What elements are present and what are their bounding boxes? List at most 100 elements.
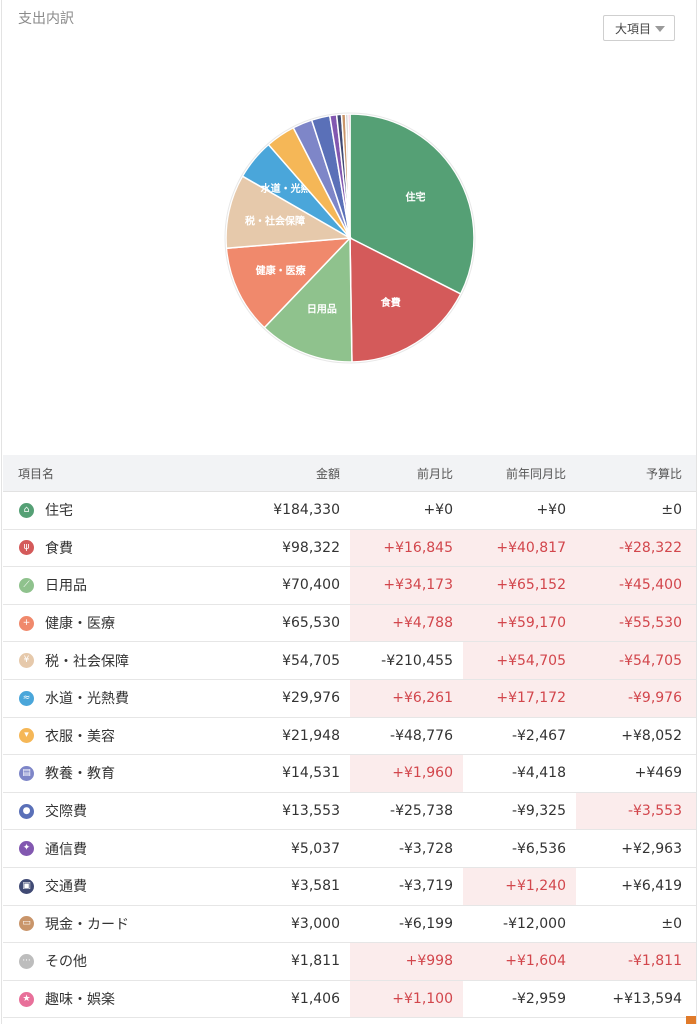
year-over-year-cell: +¥1,604	[463, 943, 576, 980]
amount-cell: ¥21,948	[282, 727, 340, 744]
table-row[interactable]: ▣ 交通費 ¥3,581 -¥3,719 +¥1,240 +¥6,419	[3, 867, 696, 906]
pie-slice-label: 税・社会保障	[245, 214, 305, 227]
table-row[interactable]: ★ 趣味・娯楽 ¥1,406 +¥1,100 -¥2,959 +¥13,594	[3, 980, 696, 1019]
pie-slice[interactable]	[349, 236, 462, 363]
header-amount[interactable]: 金額	[315, 466, 340, 481]
category-name: 日用品	[45, 578, 87, 595]
year-over-year-cell: +¥17,172	[463, 679, 576, 717]
header-budget[interactable]: 予算比	[645, 466, 682, 481]
pie-slice-label: 健康・医療	[256, 264, 306, 277]
budget-cell: +¥6,419	[621, 878, 682, 895]
dropdown-label: 大項目	[615, 21, 652, 36]
month-over-month-cell: -¥25,738	[390, 803, 453, 820]
year-over-year-cell: +¥59,170	[463, 604, 576, 642]
amount-cell: ¥3,581	[291, 878, 340, 895]
year-over-year-cell: +¥40,817	[463, 529, 576, 567]
people-icon: ●	[19, 803, 34, 819]
header-year-over-year[interactable]: 前年同月比	[505, 466, 566, 481]
amount-cell: ¥13,553	[282, 803, 340, 820]
water-tap-icon: ≈	[19, 690, 34, 706]
amount-cell: ¥5,037	[291, 840, 340, 857]
category-cell: ··· その他	[3, 943, 238, 980]
star-icon: ★	[19, 991, 34, 1007]
pie-slice[interactable]	[347, 113, 351, 239]
pie-slice-label: 日用品	[307, 304, 337, 316]
pie-slice[interactable]	[225, 175, 353, 250]
month-over-month-cell: +¥1,960	[350, 755, 463, 792]
amount-cell: ¥184,330	[273, 502, 340, 519]
category-level-dropdown[interactable]: 大項目	[603, 15, 675, 41]
book-icon: ▤	[19, 765, 34, 781]
header-month-over-month[interactable]: 前月比	[416, 466, 453, 481]
budget-cell: +¥8,052	[621, 727, 682, 744]
category-cell: ● 交際費	[3, 793, 238, 830]
month-over-month-cell: +¥16,845	[350, 529, 463, 567]
amount-cell: ¥65,530	[282, 615, 340, 632]
corner-marker	[686, 1016, 696, 1024]
budget-cell: -¥54,705	[576, 642, 696, 679]
year-over-year-cell: +¥54,705	[463, 642, 576, 679]
month-over-month-cell: +¥1,100	[350, 980, 463, 1018]
month-over-month-cell: -¥6,199	[398, 915, 453, 932]
amount-cell: ¥29,976	[282, 690, 340, 707]
table-row[interactable]: ● 交際費 ¥13,553 -¥25,738 -¥9,325 -¥3,553	[3, 792, 696, 831]
wallet-icon: ▭	[19, 916, 34, 932]
budget-cell: -¥55,530	[576, 604, 696, 642]
year-over-year-cell: -¥2,467	[511, 727, 566, 744]
pie-slice[interactable]	[349, 113, 475, 295]
category-cell: ¥ 税・社会保障	[3, 642, 238, 679]
category-name: 趣味・娯楽	[45, 992, 115, 1009]
budget-cell: ±0	[661, 502, 682, 519]
daily-goods-icon: ⟋	[19, 577, 34, 593]
category-cell: ⌂ 住宅	[3, 492, 238, 529]
table-row[interactable]: ⟋ 日用品 ¥70,400 +¥34,173 +¥65,152 -¥45,400	[3, 567, 696, 605]
expense-table: 項目名 金額 前月比 前年同月比 予算比 ⌂ 住宅 ¥184,330 +¥0 +¥0 ±0…	[3, 455, 696, 1019]
table-header: 項目名 金額 前月比 前年同月比 予算比	[3, 455, 696, 492]
more-dots-icon: ···	[19, 953, 34, 969]
amount-cell: ¥14,531	[282, 765, 340, 782]
table-row[interactable]: ▭ 現金・カード ¥3,000 -¥6,199 -¥12,000 ±0	[3, 906, 696, 944]
table-row[interactable]: ψ 食費 ¥98,322 +¥16,845 +¥40,817 -¥28,322	[3, 529, 696, 568]
pie-slice-label: 住宅	[406, 191, 426, 204]
category-name: 食費	[45, 540, 73, 557]
table-body: ⌂ 住宅 ¥184,330 +¥0 +¥0 ±0 ψ 食費 ¥98,322 +¥16,845 +¥4…	[3, 492, 696, 1019]
table-row[interactable]: ⌂ 住宅 ¥184,330 +¥0 +¥0 ±0	[3, 492, 696, 530]
budget-cell: +¥13,594	[612, 991, 682, 1008]
year-over-year-cell: -¥4,418	[511, 765, 566, 782]
budget-cell: ±0	[661, 915, 682, 932]
table-row[interactable]: + 健康・医療 ¥65,530 +¥4,788 +¥59,170 -¥55,530	[3, 604, 696, 643]
category-name: 水道・光熱費	[45, 691, 129, 708]
category-name: 健康・医療	[45, 616, 115, 633]
table-row[interactable]: ≈ 水道・光熱費 ¥29,976 +¥6,261 +¥17,172 -¥9,976	[3, 679, 696, 718]
year-over-year-cell: -¥12,000	[503, 915, 566, 932]
table-row[interactable]: ··· その他 ¥1,811 +¥998 +¥1,604 -¥1,811	[3, 943, 696, 981]
table-row[interactable]: ✦ 通信費 ¥5,037 -¥3,728 -¥6,536 +¥2,963	[3, 830, 696, 868]
pie-slice[interactable]	[225, 237, 352, 329]
category-cell: ≈ 水道・光熱費	[3, 680, 238, 717]
budget-cell: +¥469	[634, 765, 682, 782]
year-over-year-cell: +¥1,240	[463, 867, 576, 905]
house-icon: ⌂	[19, 502, 34, 518]
header-category[interactable]: 項目名	[18, 466, 55, 481]
category-name: 交通費	[45, 879, 87, 896]
year-over-year-cell: -¥2,959	[511, 991, 566, 1008]
budget-cell: -¥45,400	[576, 567, 696, 604]
year-over-year-cell: +¥0	[536, 502, 566, 519]
tax-icon: ¥	[19, 653, 34, 669]
pie-slice[interactable]	[263, 236, 353, 363]
pie-slice-label: 食費	[380, 296, 401, 309]
budget-cell: -¥1,811	[576, 943, 696, 980]
table-row[interactable]: ▤ 教養・教育 ¥14,531 +¥1,960 -¥4,418 +¥469	[3, 755, 696, 793]
category-name: 現金・カード	[45, 916, 129, 933]
amount-cell: ¥70,400	[282, 577, 340, 594]
antenna-icon: ✦	[19, 841, 34, 857]
category-cell: ⟋ 日用品	[3, 567, 238, 604]
medical-cross-icon: +	[19, 615, 34, 631]
category-cell: ▤ 教養・教育	[3, 755, 238, 792]
category-name: 住宅	[45, 503, 73, 520]
chevron-down-icon	[655, 26, 665, 32]
table-row[interactable]: ▾ 衣服・美容 ¥21,948 -¥48,776 -¥2,467 +¥8,052	[3, 718, 696, 756]
table-row[interactable]: ¥ 税・社会保障 ¥54,705 -¥210,455 +¥54,705 -¥54,705	[3, 642, 696, 680]
category-cell: ★ 趣味・娯楽	[3, 981, 238, 1018]
